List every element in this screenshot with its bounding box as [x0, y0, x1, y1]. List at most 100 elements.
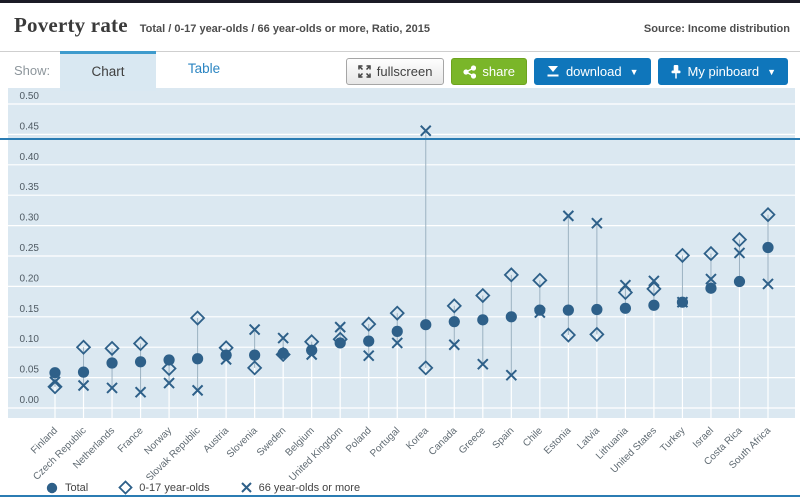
marker-circle-total[interactable] [705, 282, 717, 294]
country-label: France [116, 425, 146, 455]
my-pinboard-button[interactable]: My pinboard ▼ [657, 58, 788, 85]
marker-diamond-children[interactable] [47, 379, 63, 395]
y-axis-label: 0.20 [20, 273, 40, 284]
fullscreen-button[interactable]: fullscreen [345, 58, 445, 85]
marker-circle-total[interactable] [77, 366, 90, 378]
country-label: Spain [491, 425, 517, 451]
marker-diamond-children[interactable] [731, 231, 748, 248]
page-top-border [0, 0, 800, 3]
marker-diamond-children[interactable] [532, 272, 548, 288]
toolbar: Show: Chart Table fullscreen share [0, 51, 800, 140]
marker-x-elderly[interactable] [334, 321, 346, 333]
marker-diamond-children[interactable] [560, 327, 577, 343]
page-title: Poverty rate [14, 13, 128, 37]
marker-x-elderly[interactable] [77, 379, 90, 392]
share-label: share [482, 64, 515, 79]
marker-diamond-children[interactable] [589, 326, 605, 343]
marker-x-elderly[interactable] [391, 337, 403, 349]
marker-x-elderly[interactable] [619, 279, 632, 291]
marker-circle-total[interactable] [562, 304, 574, 316]
marker-circle-total[interactable] [505, 311, 517, 323]
marker-x-elderly[interactable] [705, 273, 717, 285]
legend-item-total[interactable]: Total [45, 481, 88, 495]
marker-circle-total[interactable] [163, 354, 175, 366]
marker-x-elderly[interactable] [762, 278, 774, 290]
marker-diamond-children[interactable] [418, 360, 434, 376]
marker-x-elderly[interactable] [277, 332, 289, 344]
marker-x-elderly[interactable] [648, 275, 660, 287]
country-label: Portugal [368, 425, 402, 459]
marker-circle-total[interactable] [277, 347, 289, 359]
share-button[interactable]: share [451, 58, 527, 85]
fullscreen-label: fullscreen [376, 64, 433, 79]
marker-circle-total[interactable] [363, 335, 375, 347]
marker-circle-total[interactable] [134, 356, 147, 368]
marker-circle-total[interactable] [762, 241, 774, 254]
marker-circle-total[interactable] [477, 314, 489, 326]
marker-circle-total[interactable] [192, 353, 204, 365]
marker-circle-total[interactable] [49, 367, 61, 379]
marker-diamond-children[interactable] [246, 360, 263, 376]
marker-diamond-children[interactable] [104, 340, 120, 357]
marker-circle-total[interactable] [448, 316, 460, 328]
y-axis-label: 0.45 [20, 121, 40, 132]
marker-circle-total[interactable] [391, 325, 403, 337]
marker-diamond-children[interactable] [161, 360, 177, 377]
marker-diamond-children[interactable] [389, 305, 405, 321]
marker-circle-total[interactable] [220, 349, 232, 361]
marker-circle-total[interactable] [534, 304, 546, 316]
marker-x-elderly[interactable] [505, 369, 518, 381]
marker-circle-total[interactable] [249, 349, 261, 361]
y-axis-label: 0.10 [20, 334, 40, 345]
legend-item-children[interactable]: 0-17 year-olds [118, 480, 210, 495]
marker-x-elderly[interactable] [477, 358, 489, 370]
marker-x-elderly[interactable] [363, 350, 375, 362]
marker-x-elderly[interactable] [448, 339, 460, 351]
legend-item-elderly[interactable]: 66 year-olds or more [240, 481, 361, 494]
marker-x-elderly[interactable] [562, 210, 575, 222]
marker-diamond-children[interactable] [503, 267, 519, 283]
marker-circle-total[interactable] [334, 337, 346, 349]
pin-icon [671, 64, 681, 78]
pinboard-caret-icon: ▼ [767, 66, 776, 77]
marker-circle-total[interactable] [648, 299, 660, 311]
marker-diamond-children[interactable] [75, 339, 92, 355]
marker-x-elderly[interactable] [591, 217, 603, 229]
marker-circle-total[interactable] [420, 319, 432, 331]
marker-x-elderly[interactable] [134, 386, 147, 398]
tab-table[interactable]: Table [187, 61, 221, 76]
page-subtitle: Total / 0-17 year-olds / 66 year-olds or… [139, 23, 430, 35]
marker-circle-total[interactable] [733, 275, 746, 288]
marker-circle-total[interactable] [591, 303, 603, 316]
marker-circle-total[interactable] [676, 296, 689, 308]
marker-diamond-children[interactable] [446, 298, 462, 314]
download-button[interactable]: download ▼ [533, 58, 651, 85]
marker-x-elderly[interactable] [106, 382, 118, 394]
marker-x-elderly[interactable] [163, 377, 175, 389]
marker-diamond-children[interactable] [703, 245, 719, 262]
marker-diamond-children[interactable] [760, 206, 776, 223]
legend-label-elderly: 66 year-olds or more [258, 481, 361, 494]
marker-x-elderly[interactable] [733, 247, 746, 259]
marker-x-elderly[interactable] [191, 384, 204, 397]
marker-diamond-children[interactable] [674, 247, 691, 264]
marker-diamond-children[interactable] [132, 335, 149, 352]
marker-diamond-children[interactable] [189, 310, 206, 326]
marker-x-elderly[interactable] [248, 323, 261, 336]
marker-diamond-children[interactable] [361, 316, 377, 332]
marker-diamond-children[interactable] [646, 281, 662, 297]
marker-x-elderly[interactable] [49, 376, 61, 388]
country-label: Turkey [658, 425, 687, 454]
marker-diamond-children[interactable] [475, 287, 491, 304]
circle-marker-icon [46, 482, 58, 493]
tab-chart[interactable]: Chart [60, 51, 156, 91]
x-marker-icon [240, 482, 252, 493]
country-label: Latvia [575, 425, 602, 452]
marker-x-elderly[interactable] [420, 125, 432, 137]
marker-circle-total[interactable] [619, 302, 632, 314]
y-axis-label: 0.40 [20, 152, 40, 163]
country-label: Estonia [542, 425, 574, 457]
marker-circle-total[interactable] [106, 357, 118, 369]
marker-circle-total[interactable] [306, 344, 318, 356]
